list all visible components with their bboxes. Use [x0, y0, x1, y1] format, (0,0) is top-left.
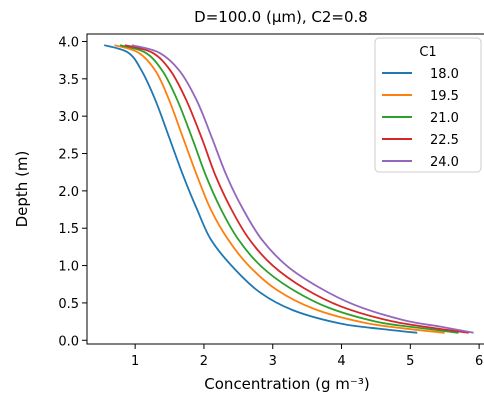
y-tick-label: 1.5 — [58, 222, 79, 237]
series-line-24.0 — [131, 44, 474, 334]
y-tick-label: 3.5 — [58, 73, 79, 88]
x-axis: 1 2 3 4 5 6 — [131, 344, 483, 369]
x-tick-label: 2 — [200, 354, 208, 369]
series-line-21.0 — [119, 44, 459, 334]
series-line-19.5 — [114, 44, 445, 334]
y-tick-label: 2.0 — [58, 185, 79, 200]
x-tick-label: 3 — [269, 354, 277, 369]
legend-label-19.5: 19.5 — [430, 89, 459, 104]
legend-title: C1 — [419, 45, 436, 60]
legend-items: 18.0 19.5 21.0 22.5 24.0 — [382, 67, 459, 170]
x-tick-label: 4 — [337, 354, 345, 369]
y-tick-label: 4.0 — [58, 35, 79, 50]
x-tick-label: 6 — [475, 354, 483, 369]
series-line-22.5 — [124, 44, 469, 334]
x-tick-label: 5 — [406, 354, 414, 369]
y-tick-label: 2.5 — [58, 148, 79, 163]
x-axis-label: Concentration (g m⁻³) — [204, 375, 369, 393]
y-axis: 0.0 0.5 1.0 1.5 2.0 2.5 3.0 3.5 4.0 — [58, 35, 87, 349]
x-tick-label: 1 — [131, 354, 139, 369]
legend: C1 18.0 19.5 21.0 22.5 24.0 — [374, 37, 482, 173]
y-tick-label: 0.0 — [58, 334, 79, 349]
legend-label-21.0: 21.0 — [430, 111, 459, 126]
series-line-18.0 — [103, 44, 418, 334]
series-lines — [103, 44, 474, 334]
y-tick-label: 1.0 — [58, 260, 79, 275]
legend-label-18.0: 18.0 — [430, 67, 459, 82]
chart-title: D=100.0 (μm), C2=0.8 — [194, 8, 368, 26]
y-tick-label: 3.0 — [58, 110, 79, 125]
legend-label-24.0: 24.0 — [430, 155, 459, 170]
legend-label-22.5: 22.5 — [430, 133, 459, 148]
plot-area — [86, 33, 484, 345]
plot-frame — [86, 33, 484, 345]
y-tick-label: 0.5 — [58, 297, 79, 312]
y-axis-label: Depth (m) — [13, 151, 31, 228]
